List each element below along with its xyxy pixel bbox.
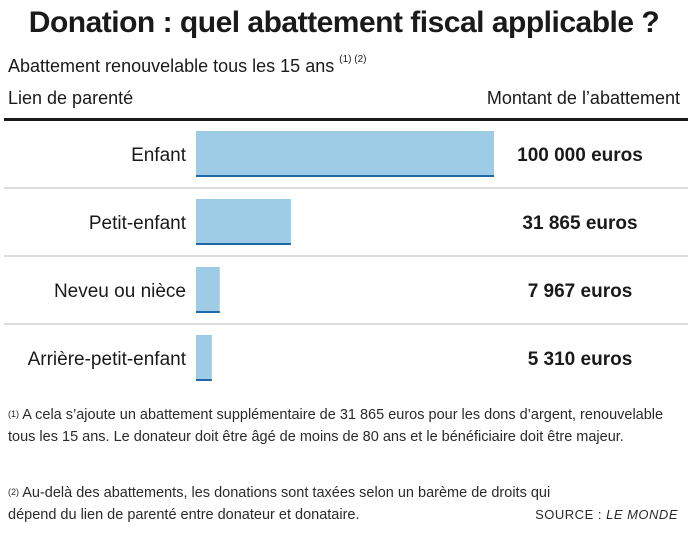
bar-baseline — [196, 243, 291, 245]
chart-title: Donation : quel abattement fiscal applic… — [28, 6, 660, 39]
source-label: SOURCE : — [535, 507, 602, 522]
category-label: Arrière-petit-enfant — [28, 349, 187, 370]
column-header-relationship: Lien de parenté — [8, 88, 134, 108]
category-label: Enfant — [131, 145, 187, 166]
bar-chart: Enfant 100 000 euros Petit-enfant 31 865 eu… — [4, 131, 688, 381]
column-header-amount: Montant de l’abattement — [486, 88, 680, 108]
value-label: 100 000 euros — [517, 145, 643, 166]
bar-baseline — [196, 379, 212, 381]
value-label: 31 865 euros — [522, 213, 637, 234]
category-label: Petit-enfant — [89, 213, 187, 234]
footnote-2-text: Au-delà des abattements, les donations s… — [8, 485, 551, 523]
bar-baseline — [196, 311, 220, 313]
footnote-1-text: A cela s’ajoute un abattement supplément… — [8, 407, 664, 445]
value-label: 7 967 euros — [528, 281, 633, 302]
bar — [196, 267, 220, 313]
footnote-2-mark: (2) — [8, 487, 19, 497]
bar — [196, 199, 291, 245]
bar — [196, 335, 212, 381]
category-label: Neveu ou nièce — [54, 281, 186, 302]
header-rule — [4, 118, 688, 121]
bar — [196, 131, 494, 177]
source-credit: SOURCE : LE MONDE — [535, 507, 678, 522]
source-name: LE MONDE — [606, 507, 678, 522]
subtitle-footnote-marks: (1) (2) — [339, 54, 367, 65]
subtitle-text: Abattement renouvelable tous les 15 ans — [8, 56, 335, 76]
chart-subtitle: Abattement renouvelable tous les 15 ans … — [8, 54, 367, 77]
value-label: 5 310 euros — [528, 349, 633, 370]
footnote-1-mark: (1) — [8, 409, 19, 419]
footnote-1: (1) A cela s’ajoute un abattement supplé… — [8, 404, 680, 448]
footnote-2: (2) Au-delà des abattements, les donatio… — [8, 482, 568, 526]
bar-baseline — [196, 175, 494, 177]
